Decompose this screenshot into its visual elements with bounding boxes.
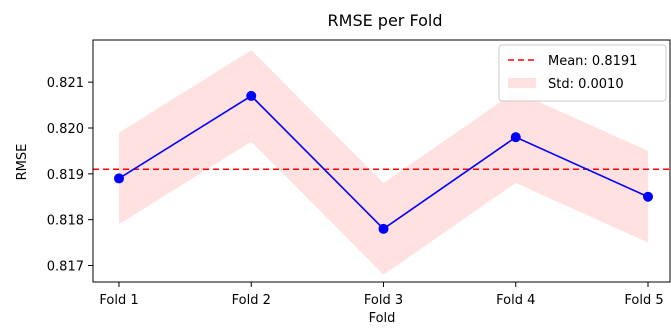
data-point-1 [114,173,124,184]
y-axis-ticks: 0.817 0.818 0.819 0.820 0.821 [47,76,93,275]
x-axis-label: Fold [369,311,396,326]
legend-mean-label: Mean: 0.8191 [548,54,637,69]
legend-std-label: Std: 0.0010 [548,77,624,92]
x-tick-label: Fold 2 [232,293,271,308]
chart-title: RMSE per Fold [328,11,443,30]
data-point-2 [246,90,257,101]
data-point-3 [378,223,389,234]
std-band [119,50,648,275]
legend-box [498,44,667,102]
y-tick-label: 0.818 [47,214,84,229]
data-point-4 [510,132,521,143]
plot-frame [92,39,671,283]
x-tick-label: Fold 3 [364,293,403,308]
y-axis-label: RMSE [15,144,30,181]
data-points [114,90,653,234]
x-tick-label: Fold 5 [624,293,663,308]
legend-std-swatch [508,78,536,88]
x-axis-ticks: Fold 1 Fold 2 Fold 3 Fold 4 Fold 5 [99,282,664,308]
y-tick-label: 0.817 [47,260,84,275]
legend: Mean: 0.8191 Std: 0.0010 [498,44,667,102]
y-tick-label: 0.821 [47,76,84,91]
x-tick-label: Fold 1 [99,293,138,308]
x-tick-label: Fold 4 [496,293,535,308]
y-tick-label: 0.819 [47,168,84,183]
y-tick-label: 0.820 [47,122,84,137]
data-point-5 [643,191,653,202]
